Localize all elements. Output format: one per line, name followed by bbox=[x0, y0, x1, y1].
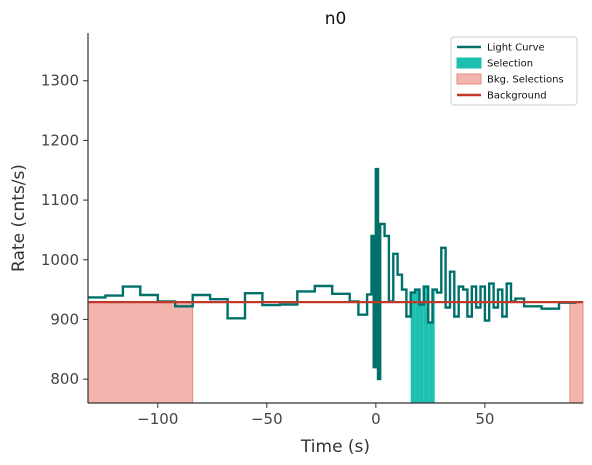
y-tick-label: 900 bbox=[50, 310, 79, 328]
x-tick-label: −50 bbox=[251, 410, 283, 428]
bkg-selection-1 bbox=[569, 301, 584, 404]
bkg-selections-layer bbox=[87, 301, 584, 404]
selection-layer bbox=[410, 286, 435, 403]
legend-label: Selection bbox=[487, 59, 533, 70]
selection-bin bbox=[415, 289, 420, 403]
y-tick-label: 1000 bbox=[41, 251, 79, 269]
legend-box bbox=[450, 36, 578, 106]
x-tick-label: −100 bbox=[137, 410, 178, 428]
selection-bin bbox=[423, 286, 429, 403]
legend-label: Bkg. Selections bbox=[487, 75, 564, 86]
x-ticks: −100 −50 0 50 bbox=[137, 403, 494, 428]
selection-bin bbox=[419, 304, 424, 403]
y-tick-label: 1100 bbox=[41, 191, 79, 209]
light-curve-layer bbox=[88, 167, 577, 381]
x-tick-label: 50 bbox=[475, 410, 494, 428]
bkg-selection-0 bbox=[87, 301, 194, 404]
y-tick-label: 800 bbox=[50, 370, 79, 388]
y-tick-label: 1300 bbox=[41, 72, 79, 90]
light-curve-line bbox=[88, 167, 577, 381]
y-tick-label: 1200 bbox=[41, 131, 79, 149]
selection-bin bbox=[432, 289, 435, 403]
legend-label: Background bbox=[487, 91, 547, 102]
legend-swatch-patch bbox=[456, 57, 482, 69]
x-axis-label: Time (s) bbox=[300, 437, 370, 457]
legend-swatch-patch bbox=[456, 73, 482, 85]
x-tick-label: 0 bbox=[371, 410, 381, 428]
y-ticks: 800 900 1000 1100 1200 1300 bbox=[41, 72, 88, 388]
selection-bin bbox=[428, 322, 433, 403]
axes bbox=[87, 33, 583, 404]
selection-bin bbox=[410, 292, 416, 403]
chart-title: n0 bbox=[325, 9, 347, 29]
legend-label: Light Curve bbox=[487, 43, 545, 54]
y-axis-label: Rate (cnts/s) bbox=[9, 164, 29, 272]
legend: Light Curve Selection Bkg. Selections Backg… bbox=[450, 36, 578, 106]
